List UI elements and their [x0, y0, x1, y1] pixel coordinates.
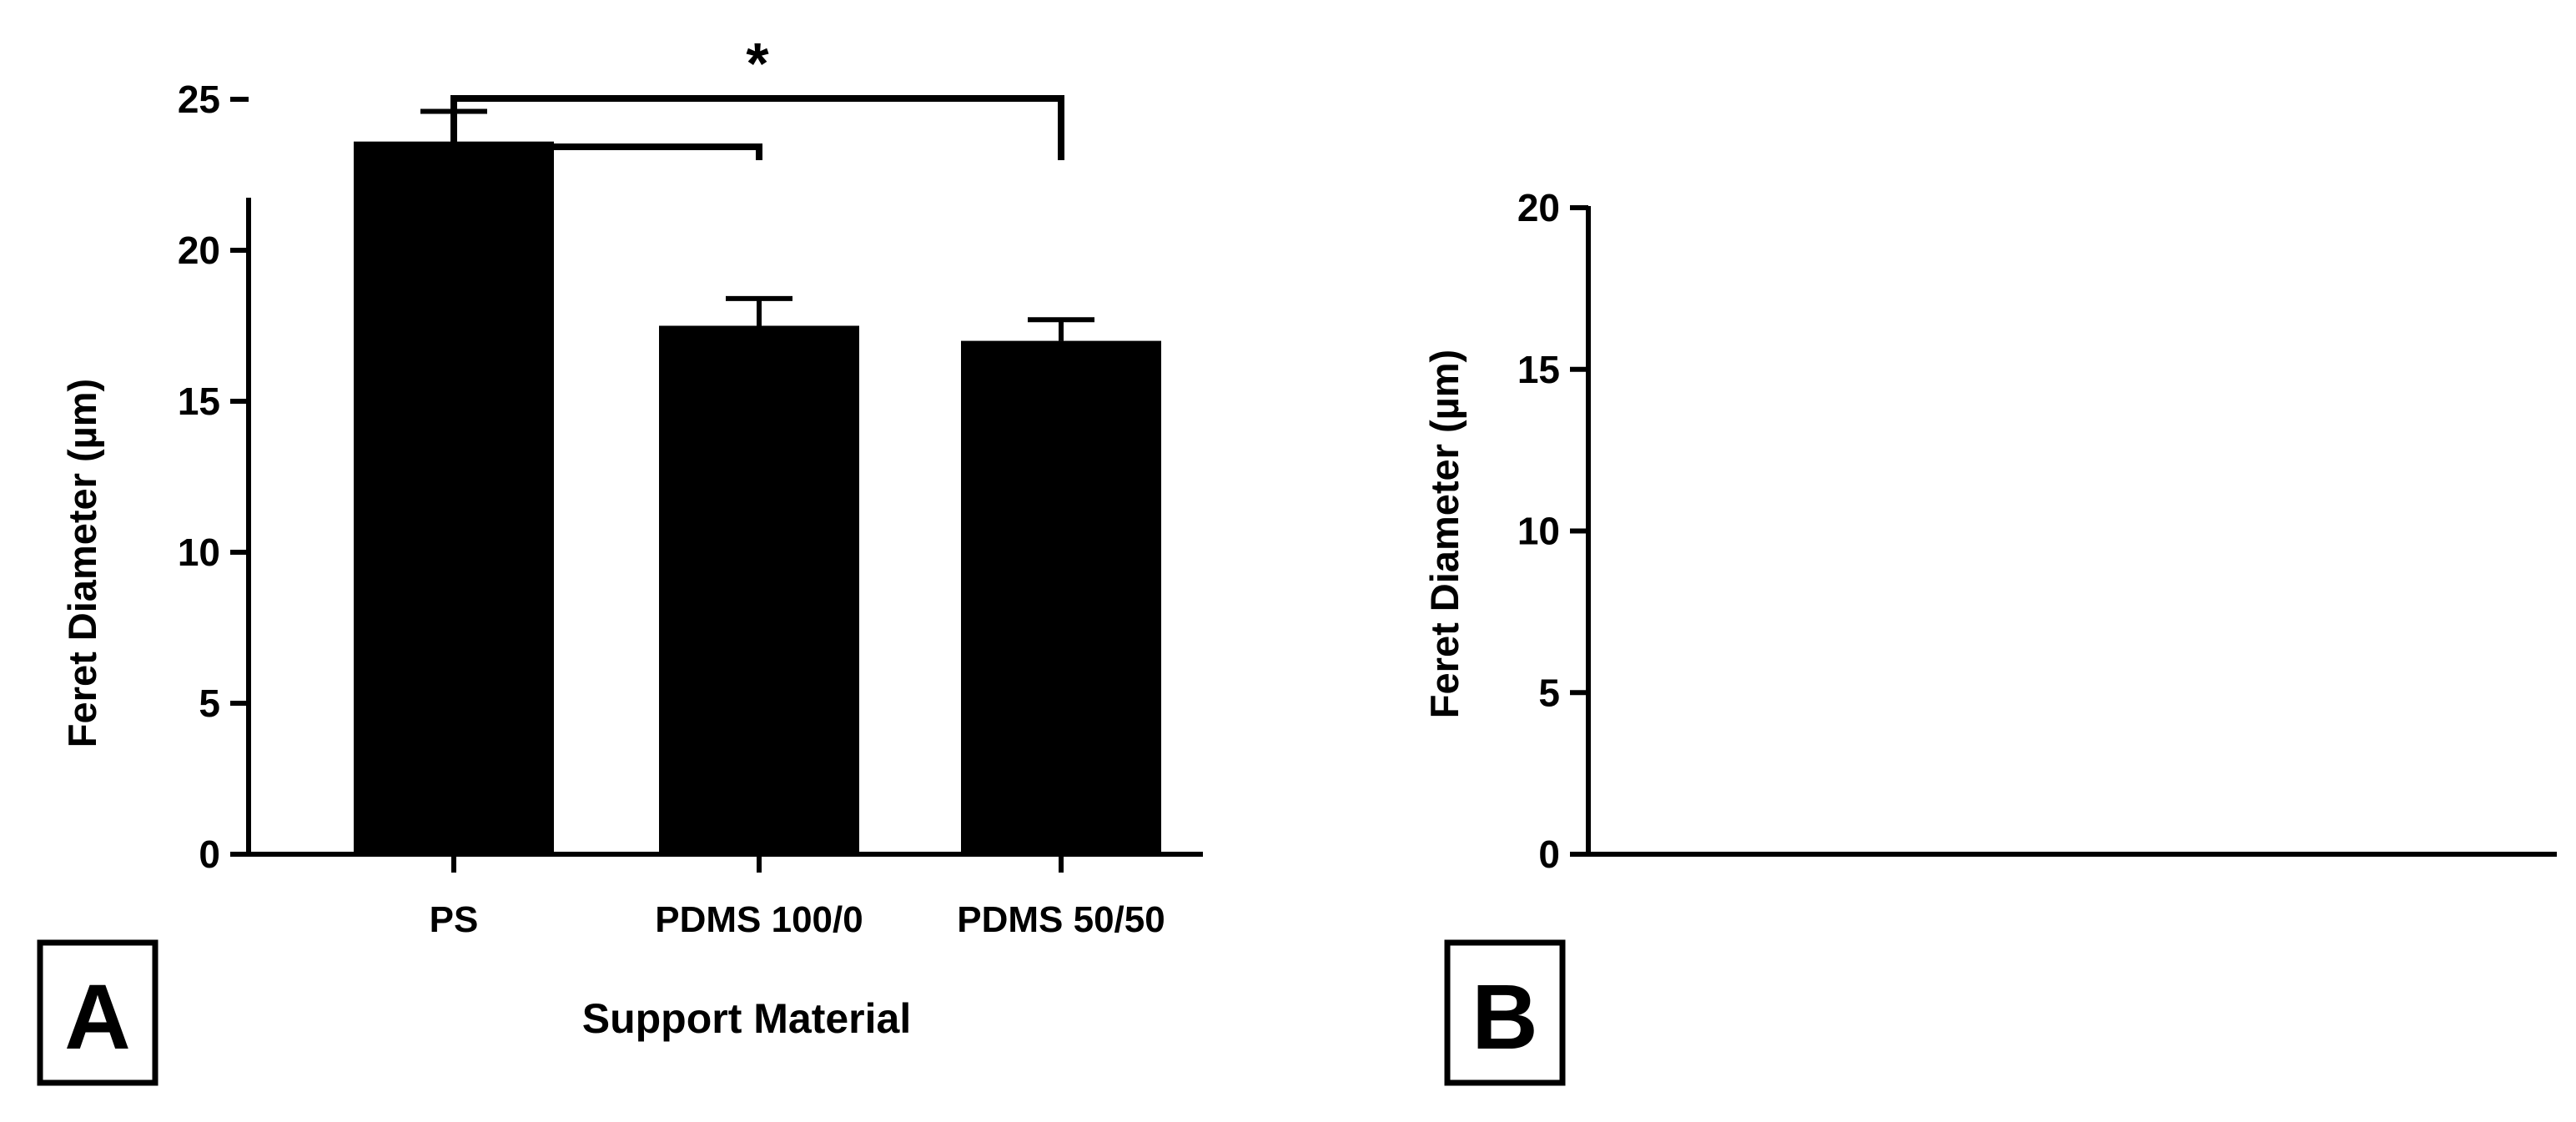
panel-a-category-label: PDMS 100/0	[655, 899, 863, 940]
panel-a-y-tick-label: 25	[178, 78, 220, 121]
panel-a-chart: Feret Diameter (µm) Support Material 0 5 1…	[37, 31, 1203, 1086]
panel-a-y-tick-label: 5	[199, 682, 220, 725]
panel-a-category-label: PS	[430, 899, 479, 940]
panel-a-category-label: PDMS 50/50	[957, 899, 1165, 940]
panel-a-bar	[354, 141, 554, 854]
panel-a-y-tick-label: 15	[178, 380, 220, 423]
panel-a-bar	[961, 340, 1161, 855]
panel-a-significance-star: *	[746, 31, 769, 96]
panel-a-y-tick-label: 0	[199, 833, 220, 876]
panel-a-y-tick-label: 10	[178, 531, 220, 574]
panel-a-bar	[659, 325, 859, 854]
panel-b-y-tick-label: 0	[1538, 833, 1560, 876]
panel-a-significance-bracket	[450, 95, 1064, 160]
panel-b-y-axis-label: Feret Diameter (µm)	[1422, 350, 1467, 718]
panel-b-y-tick-label: 10	[1517, 510, 1560, 553]
panel-a-label: A	[64, 966, 130, 1069]
panel-a-label-box	[37, 939, 158, 1086]
panel-a-y-axis-label: Feret Diameter (µm)	[60, 379, 104, 747]
panel-b-y-tick-label: 5	[1538, 671, 1560, 714]
panel-a-y-tick-label: 20	[178, 229, 220, 272]
panel-b-y-tick-label: 15	[1517, 348, 1560, 391]
panel-b-label-box	[1444, 939, 1566, 1086]
panel-a-x-axis-label: Support Material	[582, 995, 911, 1042]
panel-b-label: B	[1472, 966, 1537, 1069]
panel-b-y-tick-label: 20	[1517, 186, 1560, 229]
